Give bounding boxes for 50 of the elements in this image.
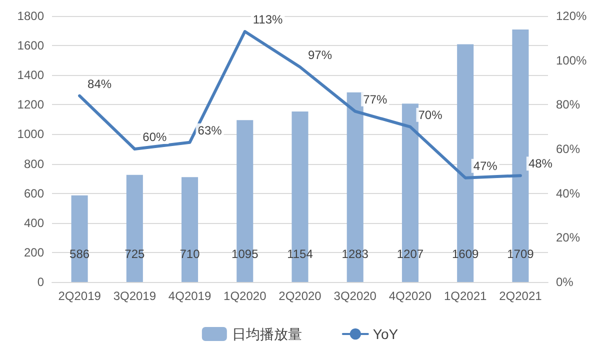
y-tick-label: 1600 (17, 38, 44, 53)
y-tick-label: 1000 (17, 127, 44, 142)
y2-tick-label: 20% (556, 230, 580, 245)
y2-tick-label: 80% (556, 98, 580, 112)
y2-tick-label: 100% (556, 53, 588, 68)
y-tick-label: 1200 (17, 98, 44, 112)
y2-tick-label: 60% (556, 142, 580, 156)
y-tick-label: 1400 (17, 68, 44, 82)
data-label: 1609 (452, 247, 480, 261)
data-label: 84% (88, 76, 112, 91)
y2-tick-label: 0% (556, 275, 574, 289)
y-tick-label: 0 (37, 275, 44, 289)
x-tick-label: 1Q2020 (224, 289, 267, 303)
data-label: 1154 (287, 247, 314, 261)
line-series (78, 30, 522, 180)
y2-tick-label: 40% (556, 186, 580, 200)
data-label: 113% (252, 12, 284, 27)
bar (126, 174, 143, 282)
data-label: 725 (124, 247, 145, 261)
data-label: 70% (418, 108, 443, 122)
legend-label: YoY (372, 326, 399, 342)
x-tick-label: 1Q2021 (444, 289, 488, 303)
y2-tick-label: 120% (556, 9, 588, 23)
data-label: 710 (180, 247, 200, 261)
legend-label: 日均播放量 (232, 326, 302, 342)
bar (71, 195, 88, 282)
y-tick-label: 400 (24, 216, 44, 230)
data-label: 77% (363, 92, 388, 106)
data-label: 586 (70, 247, 90, 261)
y-tick-label: 600 (24, 186, 44, 200)
y-tick-label: 200 (24, 245, 44, 260)
x-tick-label: 4Q2019 (168, 289, 212, 303)
x-tick-label: 4Q2020 (388, 289, 432, 303)
x-tick-label: 2Q2019 (58, 289, 102, 303)
x-tick-label: 3Q2020 (334, 289, 377, 303)
data-label: 1095 (232, 247, 259, 261)
data-label: 60% (142, 130, 168, 144)
y-tick-label: 1800 (17, 9, 44, 23)
data-label: 47% (473, 158, 498, 173)
data-label: 97% (308, 48, 332, 62)
y-tick-label: 800 (24, 156, 44, 171)
data-label: 1207 (396, 247, 424, 261)
x-tick-label: 3Q2019 (113, 289, 156, 303)
x-tick-label: 2Q2020 (278, 289, 322, 303)
bar (182, 177, 198, 282)
data-label: 48% (528, 156, 553, 171)
data-label: 1283 (342, 247, 369, 261)
x-tick-label: 2Q2021 (499, 289, 542, 303)
data-label: 63% (198, 123, 222, 138)
data-label: 1709 (507, 247, 534, 261)
